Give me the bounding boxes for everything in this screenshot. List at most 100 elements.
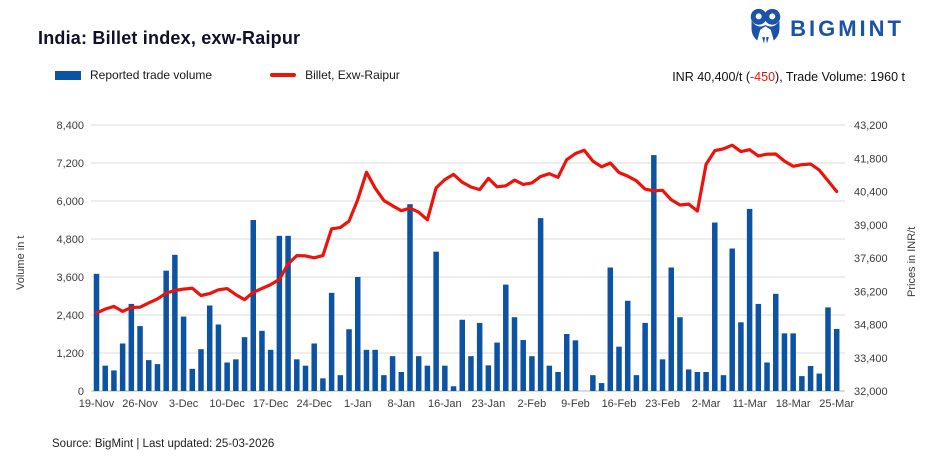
volume-bar xyxy=(677,317,683,391)
volume-bar xyxy=(476,322,483,391)
volume-bar xyxy=(764,362,770,391)
y-right-tick-label: 33,400 xyxy=(854,353,888,365)
source-note: Source: BigMint | Last updated: 25-03-20… xyxy=(52,438,275,450)
volume-bar xyxy=(119,343,126,391)
y-left-tick-label: 7,200 xyxy=(56,158,84,170)
y-left-tick-label: 6,000 xyxy=(56,196,84,208)
volume-bar xyxy=(537,218,544,391)
volume-bar xyxy=(189,368,196,391)
price-line xyxy=(94,143,839,315)
y-right-tick-label: 41,800 xyxy=(854,153,888,165)
volume-bar xyxy=(651,155,657,391)
volume-bar xyxy=(145,360,152,391)
volume-bar xyxy=(276,235,283,391)
volume-bar xyxy=(816,373,823,391)
y-left-tick-label: 0 xyxy=(78,386,84,398)
x-tick-label: 24-Dec xyxy=(296,398,332,410)
volume-bar xyxy=(781,333,788,391)
chart-legend: Reported trade volume Billet, Exw-Raipur xyxy=(55,68,400,82)
legend-label-billet-line: Billet, Exw-Raipur xyxy=(305,68,400,82)
y-left-tick-label: 1,200 xyxy=(56,348,84,360)
left-axis-title: Volume in t xyxy=(15,235,27,290)
volume-bar xyxy=(442,365,448,391)
volume-bar xyxy=(346,329,352,391)
volume-bar xyxy=(259,330,265,391)
x-tick-label: 10-Dec xyxy=(209,398,245,410)
volume-bar xyxy=(755,303,762,391)
volume-bar xyxy=(433,251,439,391)
y-right-tick-label: 34,800 xyxy=(854,320,888,332)
price-change: -450 xyxy=(750,70,776,84)
volume-bar xyxy=(111,370,117,391)
volume-bar xyxy=(363,349,370,391)
volume-bar xyxy=(685,369,692,391)
volume-bar xyxy=(503,284,509,391)
volume-bar xyxy=(163,270,169,391)
volume-bar xyxy=(616,346,622,391)
volume-bar xyxy=(311,343,317,391)
price-summary-prefix: INR 40,400/t ( xyxy=(672,70,751,84)
volume-bar xyxy=(137,326,143,391)
volume-bar xyxy=(398,372,405,391)
volume-bar xyxy=(198,349,204,391)
volume-bar xyxy=(624,300,631,391)
volume-bar xyxy=(389,356,396,391)
volume-bar xyxy=(459,319,465,391)
volume-bar xyxy=(607,267,614,391)
volume-bar xyxy=(703,372,709,391)
volume-bar xyxy=(154,364,161,391)
x-tick-label: 25-Mar xyxy=(819,398,854,410)
volume-bar xyxy=(407,204,413,391)
volume-bar xyxy=(807,365,814,391)
x-tick-label: 16-Jan xyxy=(428,398,462,410)
volume-bar xyxy=(712,222,718,391)
x-tick-label: 23-Feb xyxy=(645,398,680,410)
volume-bar xyxy=(354,277,361,391)
volume-bar xyxy=(529,356,535,391)
y-left-tick-label: 3,600 xyxy=(56,272,84,284)
x-tick-label: 26-Nov xyxy=(122,398,158,410)
y-left-tick-label: 4,800 xyxy=(56,234,84,246)
volume-bar xyxy=(206,305,213,391)
volume-bar xyxy=(415,356,422,391)
volume-bar xyxy=(180,316,187,391)
x-tick-label: 9-Feb xyxy=(561,398,590,410)
x-tick-label: 2-Feb xyxy=(518,398,547,410)
volume-bar xyxy=(93,273,100,391)
x-tick-label: 19-Nov xyxy=(79,398,115,410)
volume-bar xyxy=(172,254,178,391)
volume-bar xyxy=(694,372,701,391)
volume-bar xyxy=(746,208,753,391)
x-tick-label: 11-Mar xyxy=(733,398,767,410)
y-right-tick-label: 37,600 xyxy=(854,253,888,265)
volume-bar xyxy=(241,337,248,391)
volume-bar xyxy=(337,375,344,391)
billet-line-swatch xyxy=(270,73,297,77)
volume-bar xyxy=(233,359,239,391)
volume-bar xyxy=(563,334,570,391)
right-axis-title: Prices in INR/t xyxy=(906,226,918,297)
y-right-tick-label: 32,000 xyxy=(854,386,888,398)
y-right-tick-label: 39,000 xyxy=(854,220,888,232)
volume-bar xyxy=(729,248,735,391)
volume-bar xyxy=(720,375,727,391)
y-left-tick-label: 8,400 xyxy=(56,120,84,132)
x-tick-label: 8-Jan xyxy=(388,398,416,410)
volume-bar xyxy=(267,349,274,391)
volume-bar xyxy=(215,324,222,391)
volume-bar xyxy=(485,365,492,391)
x-tick-label: 23-Jan xyxy=(472,398,506,410)
volume-bar xyxy=(294,359,300,391)
volume-bar xyxy=(790,333,796,391)
volume-bar xyxy=(572,340,579,391)
volume-bar xyxy=(511,317,518,391)
x-tick-label: 1-Jan xyxy=(344,398,372,410)
x-tick-label: 17-Dec xyxy=(253,398,289,410)
volume-bar xyxy=(224,362,230,391)
volume-bar xyxy=(328,292,335,391)
volume-bar xyxy=(128,303,135,391)
volume-bar xyxy=(285,235,291,391)
legend-item-billet-line: Billet, Exw-Raipur xyxy=(270,68,400,82)
